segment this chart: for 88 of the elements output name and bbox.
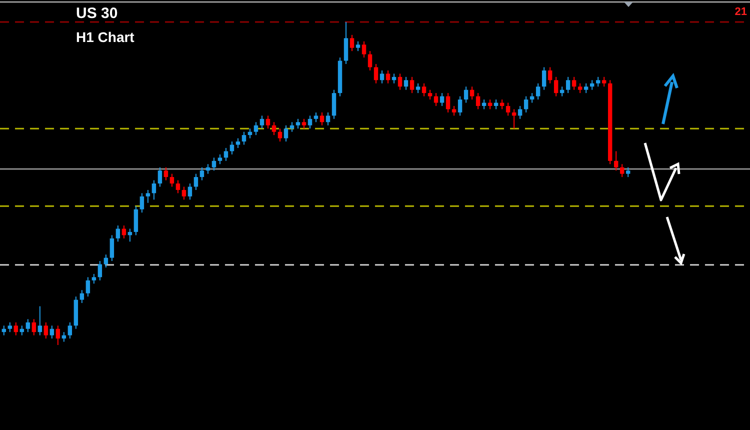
chart-title: US 30 <box>76 5 118 22</box>
candlestick <box>38 306 42 336</box>
candlestick <box>398 73 402 90</box>
candlestick <box>464 86 468 104</box>
candlestick <box>218 154 222 165</box>
candlestick <box>572 76 576 90</box>
candlestick <box>542 66 546 90</box>
candlestick <box>8 322 12 333</box>
candlestick <box>626 166 630 178</box>
candlestick <box>368 50 372 71</box>
candlestick <box>596 76 600 88</box>
candlestick <box>86 276 90 298</box>
candlestick <box>566 76 570 94</box>
candlestick <box>122 224 126 239</box>
text: 21 <box>734 6 747 18</box>
candlestick <box>152 180 156 200</box>
candlestick <box>230 141 234 155</box>
candlestick <box>362 40 366 58</box>
candlestick <box>272 122 276 136</box>
candlestick <box>266 115 270 130</box>
candlestick <box>110 234 114 262</box>
candlestick <box>284 124 288 142</box>
candlestick <box>470 86 474 100</box>
candlestick <box>260 115 264 130</box>
candlestick <box>434 92 438 106</box>
candlestick <box>476 92 480 110</box>
candlestick <box>116 224 120 242</box>
candlestick <box>200 166 204 181</box>
candlestick <box>80 290 84 304</box>
candlestick <box>404 76 408 90</box>
candlestick <box>146 189 150 204</box>
candlestick <box>224 147 228 162</box>
candlestick <box>548 66 552 84</box>
candlestick <box>524 96 528 113</box>
candlestick <box>26 318 30 333</box>
candlestick <box>302 118 306 130</box>
candlestick <box>50 325 54 340</box>
candlestick <box>254 122 258 136</box>
candlestick <box>98 260 102 281</box>
candlestick <box>356 40 360 52</box>
candlestick <box>422 82 426 97</box>
candlestick <box>428 89 432 100</box>
candlestick <box>440 92 444 106</box>
candlestick <box>410 76 414 94</box>
candlestick <box>578 82 582 94</box>
candlestick <box>320 112 324 126</box>
candlestick <box>188 183 192 200</box>
candlestick <box>182 186 186 200</box>
candlestick <box>14 322 18 336</box>
candlestick <box>194 173 198 190</box>
candlestick <box>518 105 522 120</box>
candlestick <box>68 322 72 340</box>
candlestick <box>242 131 246 146</box>
candlestick <box>140 192 144 214</box>
candlestick <box>32 318 36 336</box>
candlestick <box>602 76 606 88</box>
candlestick <box>134 206 138 236</box>
candlestick <box>170 173 174 188</box>
candlestick <box>278 128 282 142</box>
candlestick <box>386 70 390 84</box>
candlestick <box>614 150 618 172</box>
candlestick <box>584 82 588 94</box>
candlestick <box>314 112 318 123</box>
text: H1 Chart <box>76 29 135 45</box>
candlestick <box>554 76 558 97</box>
candlestick <box>332 89 336 120</box>
candlestick <box>350 34 354 52</box>
candlestick <box>308 115 312 130</box>
candlestick <box>44 322 48 340</box>
candlestick <box>446 92 450 113</box>
candlestick <box>176 180 180 194</box>
candlestick <box>296 118 300 130</box>
candlestick <box>506 102 510 116</box>
candlestick <box>92 273 96 284</box>
candlestick <box>104 254 108 268</box>
candlestick <box>158 166 162 188</box>
candlestick <box>344 22 348 64</box>
candlestick <box>212 157 216 172</box>
candlestick <box>536 82 540 100</box>
candlestick <box>458 96 462 116</box>
candlestick <box>374 63 378 84</box>
candlestick <box>452 105 456 116</box>
candlestick <box>416 82 420 94</box>
candlestick <box>620 164 624 178</box>
candlestick <box>380 70 384 84</box>
candlestick <box>164 166 168 181</box>
candlestick <box>326 112 330 126</box>
candlestick <box>56 325 60 346</box>
